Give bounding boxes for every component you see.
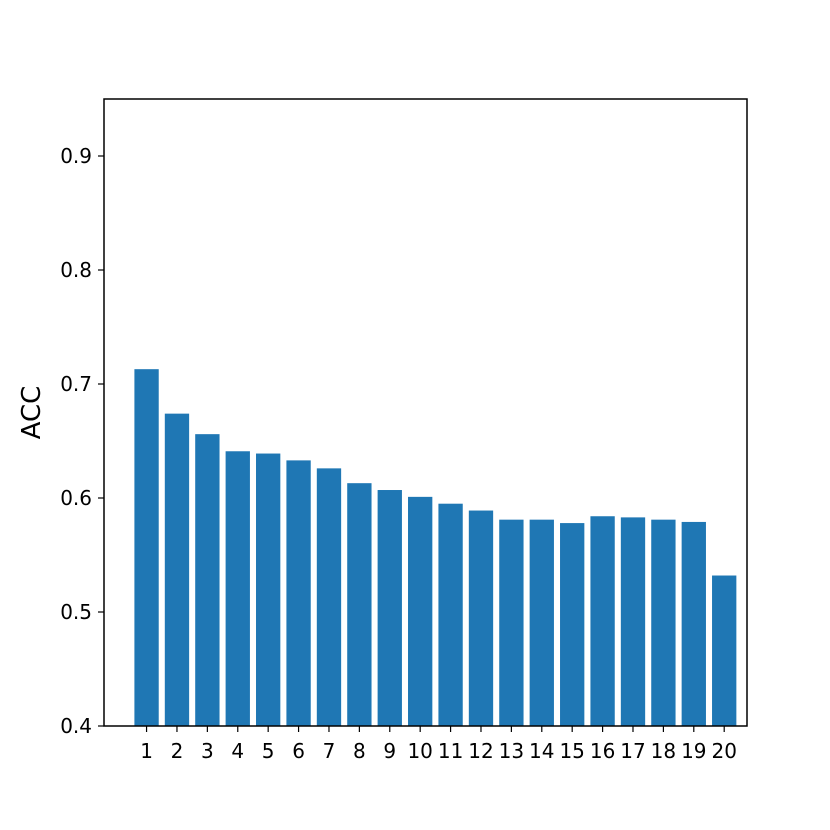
x-tick-label: 18 bbox=[651, 739, 676, 763]
bar-14 bbox=[529, 519, 554, 726]
y-tick-label: 0.5 bbox=[60, 600, 92, 624]
x-axis: 1 2 3 4 5 6 7 8 9 10 11 12 13 14 15 16 17 18 19 20 bbox=[140, 726, 737, 763]
x-tick-label: 6 bbox=[292, 739, 305, 763]
x-tick-label: 10 bbox=[407, 739, 432, 763]
x-tick-label: 7 bbox=[323, 739, 336, 763]
x-tick-label: 9 bbox=[383, 739, 396, 763]
x-tick-label: 5 bbox=[262, 739, 275, 763]
x-tick-label: 17 bbox=[620, 739, 645, 763]
bar-20 bbox=[712, 575, 737, 726]
y-axis-label: ACC bbox=[17, 386, 47, 440]
bar-5 bbox=[256, 453, 281, 726]
bar-1 bbox=[134, 369, 159, 726]
y-tick-label: 0.7 bbox=[60, 372, 92, 396]
bar-13 bbox=[499, 519, 524, 726]
bar-2 bbox=[164, 413, 190, 726]
x-tick-label: 8 bbox=[353, 739, 366, 763]
bar-19 bbox=[681, 521, 706, 726]
bar-8 bbox=[347, 483, 372, 726]
plot-frame bbox=[103, 98, 748, 727]
bars-group bbox=[134, 369, 737, 726]
y-axis: 0.4 0.5 0.6 0.7 0.8 0.9 bbox=[60, 144, 104, 738]
bar-10 bbox=[408, 496, 433, 726]
bar-11 bbox=[438, 503, 463, 726]
y-tick-label: 0.8 bbox=[60, 258, 92, 282]
bar-15 bbox=[560, 523, 585, 726]
bar-17 bbox=[620, 517, 646, 726]
y-tick-label: 0.9 bbox=[60, 144, 92, 168]
x-tick-label: 3 bbox=[201, 739, 214, 763]
x-tick-label: 16 bbox=[590, 739, 615, 763]
bar-9 bbox=[377, 490, 402, 726]
y-tick-label: 0.4 bbox=[60, 714, 92, 738]
bar-16 bbox=[590, 516, 615, 726]
x-tick-label: 11 bbox=[438, 739, 463, 763]
bar-18 bbox=[651, 519, 676, 726]
x-tick-label: 20 bbox=[711, 739, 736, 763]
x-tick-label: 12 bbox=[468, 739, 493, 763]
x-tick-label: 14 bbox=[529, 739, 554, 763]
bar-7 bbox=[316, 468, 342, 726]
bar-12 bbox=[468, 510, 494, 726]
x-tick-label: 4 bbox=[231, 739, 244, 763]
x-tick-label: 2 bbox=[171, 739, 184, 763]
y-tick-label: 0.6 bbox=[60, 486, 92, 510]
bar-6 bbox=[286, 460, 311, 726]
x-tick-label: 1 bbox=[140, 739, 153, 763]
bar-3 bbox=[195, 434, 220, 726]
x-tick-label: 19 bbox=[681, 739, 706, 763]
bar-4 bbox=[225, 451, 250, 726]
x-tick-label: 15 bbox=[559, 739, 584, 763]
x-tick-label: 13 bbox=[499, 739, 524, 763]
